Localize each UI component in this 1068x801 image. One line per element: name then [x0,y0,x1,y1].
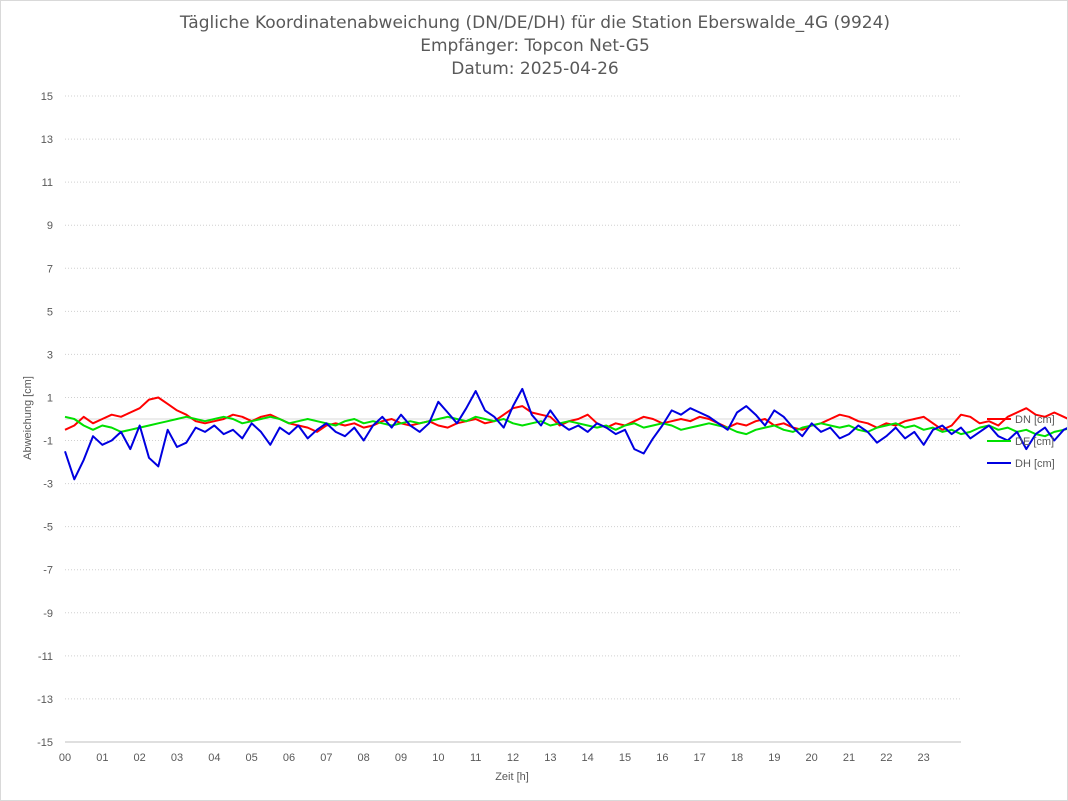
series-line-de [64,415,1067,438]
y-axis-title: Abweichung [cm] [22,376,34,460]
series-line-dn [64,396,1067,433]
x-tick-label: 14 [582,752,594,764]
legend-label-dn: DN [cm] [1015,414,1055,426]
y-tick-label: 5 [47,306,53,318]
x-tick-label: 23 [918,752,930,764]
y-tick-label: 1 [47,392,53,404]
x-tick-label: 17 [694,752,706,764]
x-tick-label: 18 [731,752,743,764]
x-tick-label: 03 [171,752,183,764]
legend-label-dh: DH [cm] [1015,458,1055,470]
x-tick-label: 16 [656,752,668,764]
x-tick-label: 05 [246,752,258,764]
y-tick-label: -11 [38,651,53,663]
x-axis-title: Zeit [h] [495,771,529,783]
x-tick-label: 09 [395,752,407,764]
chart-title: Tägliche Koordinatenabweichung (DN/DE/DH… [179,13,891,33]
y-tick-label: -1 [43,436,53,448]
x-tick-label: 06 [283,752,295,764]
y-tick-label: -13 [37,694,53,706]
x-tick-label: 12 [507,752,519,764]
x-tick-label: 10 [432,752,444,764]
y-tick-label: 3 [47,349,53,361]
y-tick-label: 15 [41,91,53,103]
x-tick-label: 02 [134,752,146,764]
y-tick-label: 9 [47,220,53,232]
y-tick-label: 11 [42,177,53,189]
x-tick-label: 08 [358,752,370,764]
x-tick-label: 19 [768,752,780,764]
x-tick-label: 21 [843,752,855,764]
x-tick-label: 15 [619,752,631,764]
x-tick-label: 04 [208,752,220,764]
y-tick-label: -5 [43,522,53,534]
y-tick-label: -9 [43,608,53,620]
x-tick-label: 00 [59,752,71,764]
x-tick-label: 13 [544,752,556,764]
legend-label-de: DE [cm] [1015,436,1054,448]
x-tick-label: 20 [806,752,818,764]
y-tick-label: 13 [41,134,53,146]
chart-subtitle-date: Datum: 2025-04-26 [451,59,619,79]
y-tick-label: -3 [43,479,53,491]
y-tick-label: 7 [47,263,53,275]
x-tick-label: 11 [470,752,481,764]
chart-subtitle-receiver: Empfänger: Topcon Net-G5 [420,36,650,56]
x-tick-label: 22 [880,752,892,764]
y-tick-label: -7 [43,565,53,577]
x-tick-label: 07 [320,752,332,764]
series-line-dh [64,387,1067,481]
x-tick-label: 01 [96,752,108,764]
y-tick-label: -15 [37,737,53,749]
